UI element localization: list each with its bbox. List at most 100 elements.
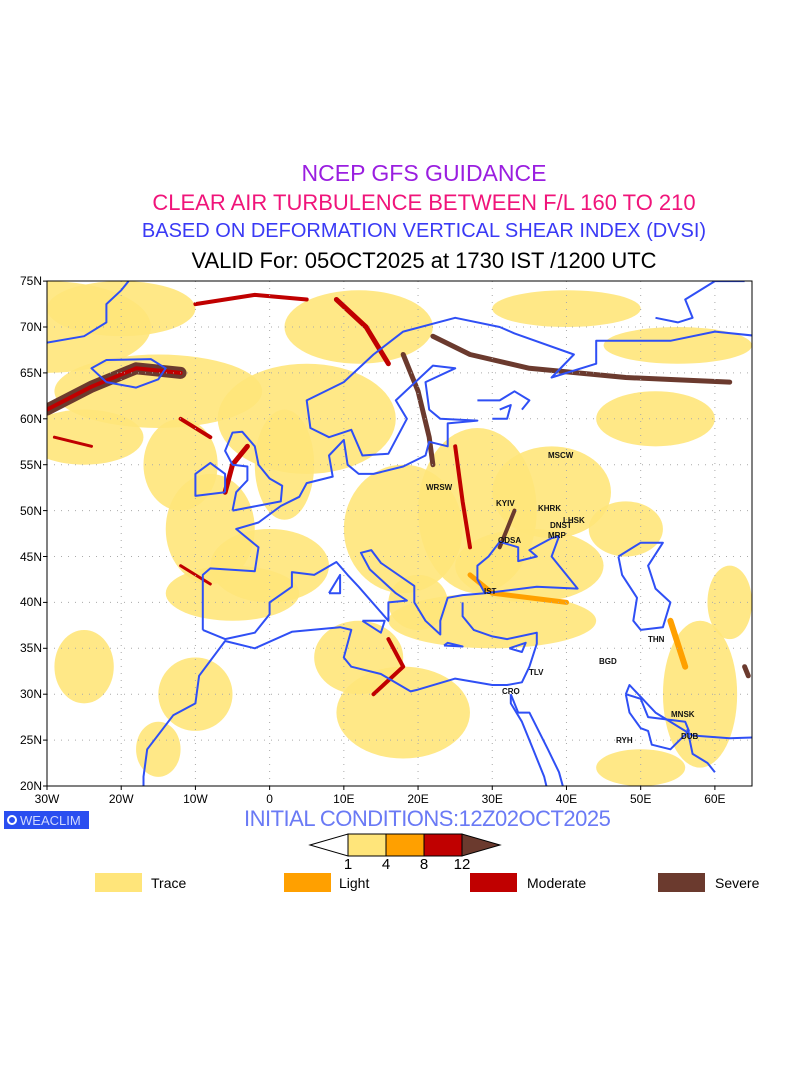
trace-area xyxy=(596,749,686,786)
colorbar-label: 12 xyxy=(453,856,471,873)
map-frame xyxy=(46,280,753,787)
coastline xyxy=(477,390,531,411)
lon-label: 30E xyxy=(481,792,503,806)
title-model: NCEP GFS GUIDANCE xyxy=(301,160,547,186)
turbulence-streak xyxy=(453,444,472,550)
turbulence-streak xyxy=(742,664,751,679)
legend-swatch-severe xyxy=(658,873,705,892)
turbulence-streak xyxy=(400,352,436,468)
trace-area xyxy=(54,629,114,704)
city-label: TLV xyxy=(529,668,544,677)
turbulence-streak xyxy=(47,366,183,412)
lon-label: 60E xyxy=(704,792,726,806)
trace-area xyxy=(284,290,433,364)
city-label: MNSK xyxy=(671,710,695,719)
colorbar-label: 1 xyxy=(343,856,353,873)
trace-area xyxy=(47,281,196,337)
turbulence-streak xyxy=(179,564,212,586)
logo-ring-icon xyxy=(7,815,17,825)
coastline xyxy=(90,358,167,389)
coastline xyxy=(142,602,538,786)
coastline xyxy=(624,693,690,751)
city-label: MRP xyxy=(548,531,566,540)
lon-label: 10W xyxy=(183,792,208,806)
lat-label: 25N xyxy=(19,733,42,748)
legend-swatch-light xyxy=(284,873,331,892)
lon-label: 10E xyxy=(333,792,355,806)
coastline xyxy=(508,641,527,653)
lat-label: 70N xyxy=(19,320,42,334)
weaclim-logo: WEACLIM xyxy=(4,811,89,829)
coastline xyxy=(328,573,342,595)
coastline xyxy=(617,541,672,631)
lon-label: 20W xyxy=(108,792,134,806)
turbulence-streak xyxy=(667,617,689,670)
turbulence-streak xyxy=(333,297,391,367)
title-method: BASED ON DEFORMATION VERTICAL SHEAR INDE… xyxy=(141,220,707,242)
city-label: DNST xyxy=(550,521,572,530)
lon-label: 40E xyxy=(555,792,578,806)
trace-area xyxy=(254,409,315,520)
colorbar-light xyxy=(385,833,425,857)
turbulence-streak xyxy=(52,435,93,448)
coastline xyxy=(361,619,386,634)
coastline xyxy=(202,535,579,641)
colorbar-moderate xyxy=(423,833,463,857)
city-label: WRSW xyxy=(426,483,453,492)
city-label: BGD xyxy=(599,657,617,666)
coastline xyxy=(624,684,752,740)
trace-area xyxy=(136,721,181,777)
lat-label: 50N xyxy=(19,503,42,518)
logo-text: WEACLIM xyxy=(20,812,81,828)
legend-swatch-moderate xyxy=(470,873,517,892)
legend-label-severe: Severe xyxy=(715,875,760,891)
trace-area xyxy=(210,528,329,603)
colorbar-severe-arrow xyxy=(461,833,502,857)
lon-label: 0 xyxy=(266,792,273,806)
lat-label: 30N xyxy=(19,687,42,702)
coastline xyxy=(194,461,227,497)
city-label: IST xyxy=(484,587,497,596)
trace-area xyxy=(596,391,715,447)
colorbar-under-arrow xyxy=(308,833,349,857)
city-label: RYH xyxy=(616,736,633,745)
coastline xyxy=(509,694,548,786)
colorbar xyxy=(308,833,502,857)
legend-label-light: Light xyxy=(339,875,370,891)
lat-label: 45N xyxy=(19,549,42,564)
city-label: LHSK xyxy=(563,516,585,525)
title-product: CLEAR AIR TURBULENCE BETWEEN F/L 160 TO … xyxy=(152,190,696,215)
turbulence-streak xyxy=(497,508,517,550)
lat-label: 20N xyxy=(19,779,42,793)
trace-area xyxy=(314,620,404,695)
trace-area xyxy=(588,501,663,557)
lat-label: 40N xyxy=(19,595,42,610)
coastline xyxy=(47,281,130,344)
lat-label: 35N xyxy=(19,641,42,656)
colorbar-label: 8 xyxy=(419,856,429,873)
turbulence-fill-layer xyxy=(47,281,752,786)
lon-label: 30W xyxy=(34,792,60,806)
lat-label: 75N xyxy=(19,274,42,289)
coastlines xyxy=(47,281,752,786)
turbulence-streak xyxy=(371,637,406,697)
city-label: CRO xyxy=(502,687,520,696)
trace-area xyxy=(47,409,144,465)
coastline xyxy=(509,693,564,786)
trace-area xyxy=(492,446,611,539)
city-label: MSCW xyxy=(548,451,574,460)
coastline xyxy=(492,404,512,420)
city-label: ODSA xyxy=(498,536,522,545)
initial-conditions: INITIAL CONDITIONS:12Z02OCT2025 xyxy=(244,806,611,831)
coastline xyxy=(443,641,464,648)
title-valid-time: VALID For: 05OCT2025 at 1730 IST /1200 U… xyxy=(191,248,657,273)
trace-area xyxy=(603,327,752,364)
turbulence-streak xyxy=(430,333,733,385)
trace-area xyxy=(54,354,263,428)
lat-label: 60N xyxy=(19,411,42,426)
city-label: KYIV xyxy=(496,499,515,508)
coastline xyxy=(224,430,284,512)
lat-label: 65N xyxy=(19,365,42,380)
lon-label: 20E xyxy=(407,792,429,806)
